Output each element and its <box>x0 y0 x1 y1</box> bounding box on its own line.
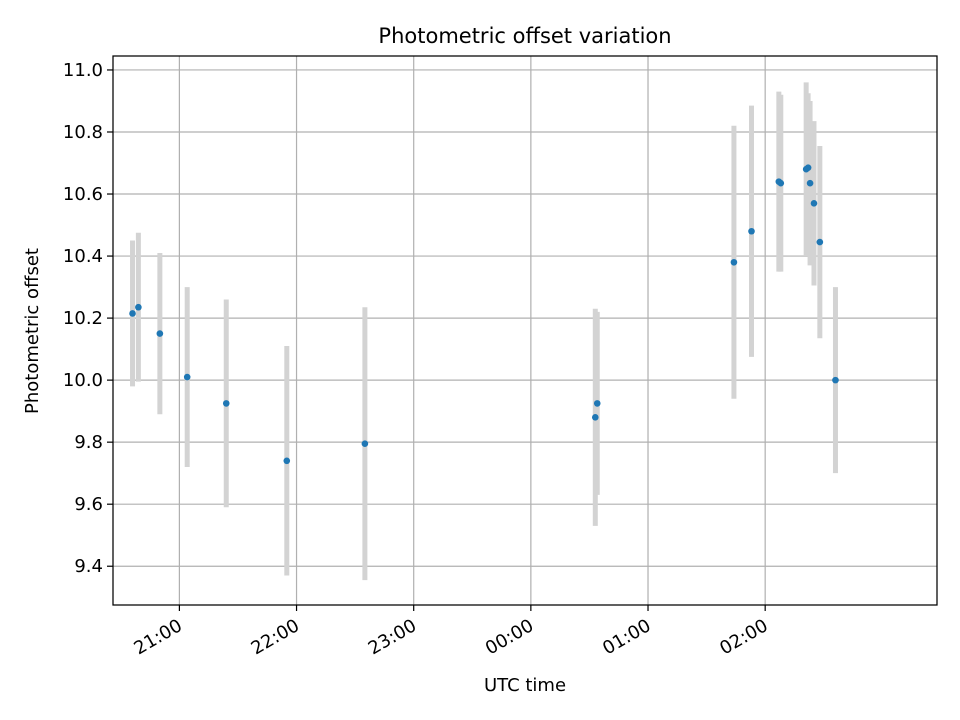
data-point <box>135 303 142 311</box>
data-point <box>832 376 839 384</box>
data-point <box>183 373 191 381</box>
data-point <box>748 227 755 235</box>
data-point <box>804 164 812 171</box>
data-point <box>816 238 824 246</box>
data-point <box>156 330 164 337</box>
y-tick-label: 9.6 <box>74 494 103 515</box>
y-tick-label: 10.6 <box>63 184 103 205</box>
y-axis-ticks: 9.4 9.6 9.8 10.0 10.2 10.4 10.6 10.8 11.0 <box>63 60 113 577</box>
y-tick-label: 10.8 <box>63 122 103 143</box>
data-point <box>730 258 738 266</box>
data-points <box>129 164 839 465</box>
y-tick-label: 10.0 <box>63 370 103 391</box>
x-axis-label: UTC time <box>484 675 566 696</box>
grid <box>113 56 937 605</box>
data-point <box>591 414 599 421</box>
data-point <box>806 179 814 187</box>
y-tick-label: 11.0 <box>63 60 103 81</box>
y-axis-label: Photometric offset <box>22 248 43 414</box>
y-tick-label: 10.4 <box>63 246 103 267</box>
data-point <box>222 400 230 407</box>
y-tick-label: 9.4 <box>74 556 103 577</box>
data-point <box>593 400 601 407</box>
y-tick-label: 9.8 <box>74 432 103 453</box>
plot-area-frame <box>112 55 938 606</box>
data-point <box>777 179 785 187</box>
chart-title: Photometric offset variation <box>378 24 671 48</box>
data-point <box>283 457 291 465</box>
data-point <box>129 310 136 317</box>
data-point <box>361 440 369 448</box>
y-tick-label: 10.2 <box>63 308 103 329</box>
data-point <box>810 200 818 207</box>
